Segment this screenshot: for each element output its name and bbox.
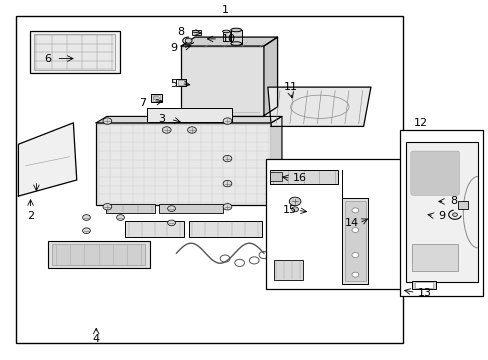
Bar (270, 172, 282, 181)
Ellipse shape (230, 42, 241, 45)
Text: 9: 9 (170, 43, 177, 53)
Circle shape (291, 207, 298, 212)
Bar (344, 201, 365, 281)
Bar (125, 221, 183, 237)
Bar (176, 79, 186, 86)
Circle shape (223, 180, 231, 187)
Bar (230, 30, 241, 44)
Bar (411, 152, 458, 194)
Circle shape (103, 203, 112, 210)
Polygon shape (264, 37, 277, 116)
Circle shape (351, 252, 358, 257)
Circle shape (288, 197, 300, 206)
Circle shape (82, 228, 90, 234)
Text: 2: 2 (27, 211, 34, 221)
Text: 11: 11 (283, 82, 297, 92)
Bar (414, 282, 432, 288)
Bar (341, 198, 368, 284)
Bar (152, 95, 160, 101)
Bar (222, 31, 229, 41)
Circle shape (223, 156, 231, 162)
Circle shape (167, 206, 175, 211)
Text: 7: 7 (139, 98, 145, 108)
Bar (106, 204, 154, 213)
FancyBboxPatch shape (410, 151, 458, 195)
Circle shape (116, 215, 124, 220)
Bar (188, 221, 261, 237)
Bar (458, 202, 467, 208)
Bar (30, 31, 119, 73)
Circle shape (103, 118, 112, 124)
Text: 5: 5 (170, 78, 177, 89)
Bar (411, 281, 435, 289)
Circle shape (187, 127, 196, 133)
Bar (159, 204, 222, 213)
Ellipse shape (222, 30, 229, 33)
Polygon shape (271, 116, 282, 205)
Bar (411, 244, 458, 271)
Bar (266, 158, 409, 289)
Text: 14: 14 (344, 218, 358, 228)
Bar (270, 170, 338, 184)
Text: 12: 12 (413, 118, 427, 128)
Text: 13: 13 (417, 288, 430, 297)
Bar (52, 244, 144, 265)
Circle shape (351, 208, 358, 213)
Bar (181, 46, 264, 116)
Polygon shape (181, 37, 277, 46)
Circle shape (162, 127, 171, 133)
Circle shape (223, 203, 231, 210)
Bar (34, 34, 115, 70)
Circle shape (351, 228, 358, 233)
Polygon shape (96, 116, 282, 123)
Bar (178, 80, 184, 85)
Circle shape (185, 38, 192, 43)
Text: 3: 3 (158, 114, 165, 124)
Circle shape (452, 213, 457, 216)
Text: 9: 9 (437, 211, 444, 221)
Bar (47, 241, 149, 267)
Text: 1: 1 (221, 5, 228, 15)
Polygon shape (267, 87, 370, 126)
Bar (273, 260, 302, 280)
Text: 8: 8 (177, 27, 184, 37)
Polygon shape (19, 123, 77, 196)
Bar (96, 123, 271, 205)
Circle shape (351, 272, 358, 277)
Ellipse shape (230, 28, 241, 32)
Circle shape (223, 118, 231, 124)
Circle shape (167, 220, 175, 226)
Circle shape (153, 96, 159, 100)
Text: 16: 16 (292, 173, 306, 183)
Bar (192, 30, 201, 35)
Bar (399, 130, 482, 296)
Circle shape (82, 215, 90, 220)
Bar (147, 108, 232, 122)
Text: 6: 6 (44, 54, 51, 64)
Text: 15: 15 (282, 205, 296, 215)
Text: 10: 10 (222, 34, 235, 44)
Text: 8: 8 (449, 197, 456, 206)
Bar (405, 143, 477, 282)
Bar (151, 94, 162, 102)
Bar (16, 16, 402, 342)
Text: 4: 4 (92, 334, 100, 344)
